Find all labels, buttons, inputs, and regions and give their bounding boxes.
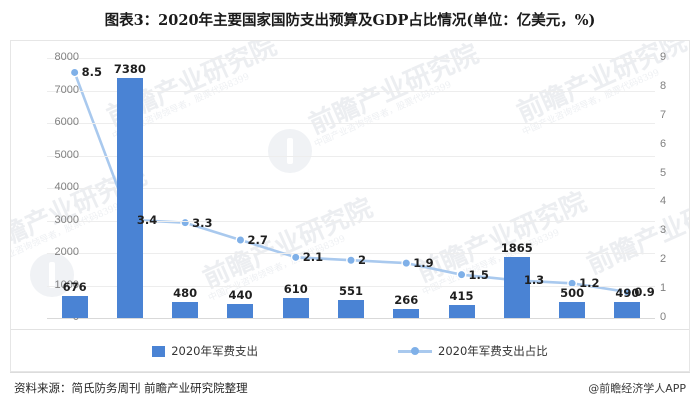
y-axis-left-tick: 6000 (54, 116, 79, 128)
line-point-印度[interactable] (290, 252, 301, 263)
line-point-澳大利亚[interactable] (401, 258, 412, 269)
bar-印度[interactable] (282, 298, 309, 318)
line-value-label: 2 (358, 253, 367, 268)
legend-item-bar[interactable]: 2020年军费支出 (152, 343, 258, 359)
y-axis-right-tick: 8 (660, 79, 667, 92)
bar-value-label: 676 (62, 280, 87, 295)
y-axis-right-tick: 2 (660, 253, 667, 266)
gridline (47, 188, 655, 189)
bar-value-label: 551 (338, 284, 363, 299)
watermark-logo-icon (30, 253, 74, 297)
bar-value-label: 610 (283, 282, 308, 297)
page-title: 图表3：2020年主要国家国防支出预算及GDP占比情况(单位：亿美元，%) (104, 12, 596, 29)
y-axis-left-tick: 4000 (54, 181, 79, 193)
bar-美国[interactable] (116, 78, 143, 318)
y-axis-left-tick: 5000 (54, 148, 79, 161)
y-axis-left-tick: 2000 (54, 246, 79, 258)
line-value-label: 2.1 (302, 250, 324, 265)
line-value-label: 1.2 (579, 276, 600, 291)
bar-value-label: 266 (394, 293, 419, 308)
legend-bar-label: 2020年军费支出 (171, 344, 258, 358)
line-point-法国[interactable] (456, 269, 467, 280)
gridline (47, 123, 655, 124)
legend-bar-swatch-icon (152, 345, 166, 357)
bar-中国[interactable] (503, 257, 530, 318)
y-axis-left-tick: 7000 (54, 83, 79, 96)
line-value-label: 0.9 (634, 285, 655, 299)
gridline (47, 253, 655, 254)
bar-沙特[interactable] (61, 296, 88, 318)
y-axis-left-tick: 3000 (54, 213, 79, 226)
line-value-label: 3.4 (136, 212, 158, 227)
line-value-label: 3.3 (192, 215, 213, 230)
legend-item-line[interactable]: 2020年军费支出占比 (398, 343, 548, 359)
y-axis-left-tick: 1000 (54, 278, 79, 291)
y-axis-right-tick: 0 (660, 311, 667, 323)
gridline (47, 220, 655, 222)
bar-韩国[interactable] (227, 303, 254, 318)
y-axis-right-tick: 1 (660, 282, 667, 295)
bar-value-label: 480 (173, 286, 198, 301)
gridline (47, 285, 655, 287)
bar-俄罗斯[interactable] (172, 302, 199, 318)
source-note: 资料来源：简氏防务周刊 前瞻产业研究院整理 (14, 381, 248, 395)
bar-value-label: 415 (449, 288, 474, 303)
plot-area: 0100020003000400050006000700080000123456… (47, 51, 666, 323)
bar-value-label: 1865 (500, 241, 533, 256)
legend-line-label: 2020年军费支出占比 (438, 344, 548, 358)
gridline (47, 90, 655, 92)
chart-legend: 2020年军费支出 2020年军费支出占比 (10, 330, 690, 372)
y-axis-right-tick: 5 (660, 166, 667, 179)
y-axis-right-tick: 9 (660, 51, 667, 63)
gridline (47, 58, 655, 59)
chart-plot-frame: 前瞻产业研究院 中国产业咨询领导者，股票代码8399 前瞻产业研究院 中国产业咨… (10, 40, 690, 330)
y-axis-right-tick: 6 (660, 137, 667, 150)
bar-英国[interactable] (338, 300, 364, 318)
watermark-logo-icon (268, 129, 312, 173)
line-point-日本[interactable] (622, 287, 633, 297)
line-value-label: 2.7 (247, 233, 268, 247)
line-value-label: 8.5 (81, 65, 102, 80)
line-value-label: 1.5 (468, 267, 489, 282)
line-value-label: 1.9 (413, 256, 434, 271)
bar-法国[interactable] (448, 304, 475, 318)
x-axis-line (47, 318, 655, 319)
footer-divider (10, 372, 690, 373)
bar-value-label: 490 (615, 286, 640, 301)
attribution-note: @前瞻经济学人APP (588, 382, 686, 395)
line-point-英国[interactable] (346, 255, 356, 266)
bar-德国[interactable] (559, 301, 586, 318)
line-point-德国[interactable] (567, 278, 577, 289)
y-axis-right-tick: 4 (660, 195, 667, 208)
y-axis-right-tick: 7 (660, 108, 667, 121)
bar-value-label: 500 (560, 285, 585, 300)
bar-value-label: 440 (228, 287, 253, 302)
legend-line-marker-icon (398, 346, 432, 356)
line-point-韩国[interactable] (235, 235, 246, 245)
bar-澳大利亚[interactable] (393, 309, 420, 318)
bar-value-label: 7380 (113, 62, 146, 77)
line-value-label: 1.3 (523, 273, 545, 288)
bar-日本[interactable] (614, 302, 641, 318)
line-point-沙特[interactable] (69, 67, 80, 78)
gridline (47, 155, 655, 157)
y-axis-right-tick: 3 (660, 224, 667, 237)
y-axis-left-tick: 8000 (54, 51, 79, 63)
